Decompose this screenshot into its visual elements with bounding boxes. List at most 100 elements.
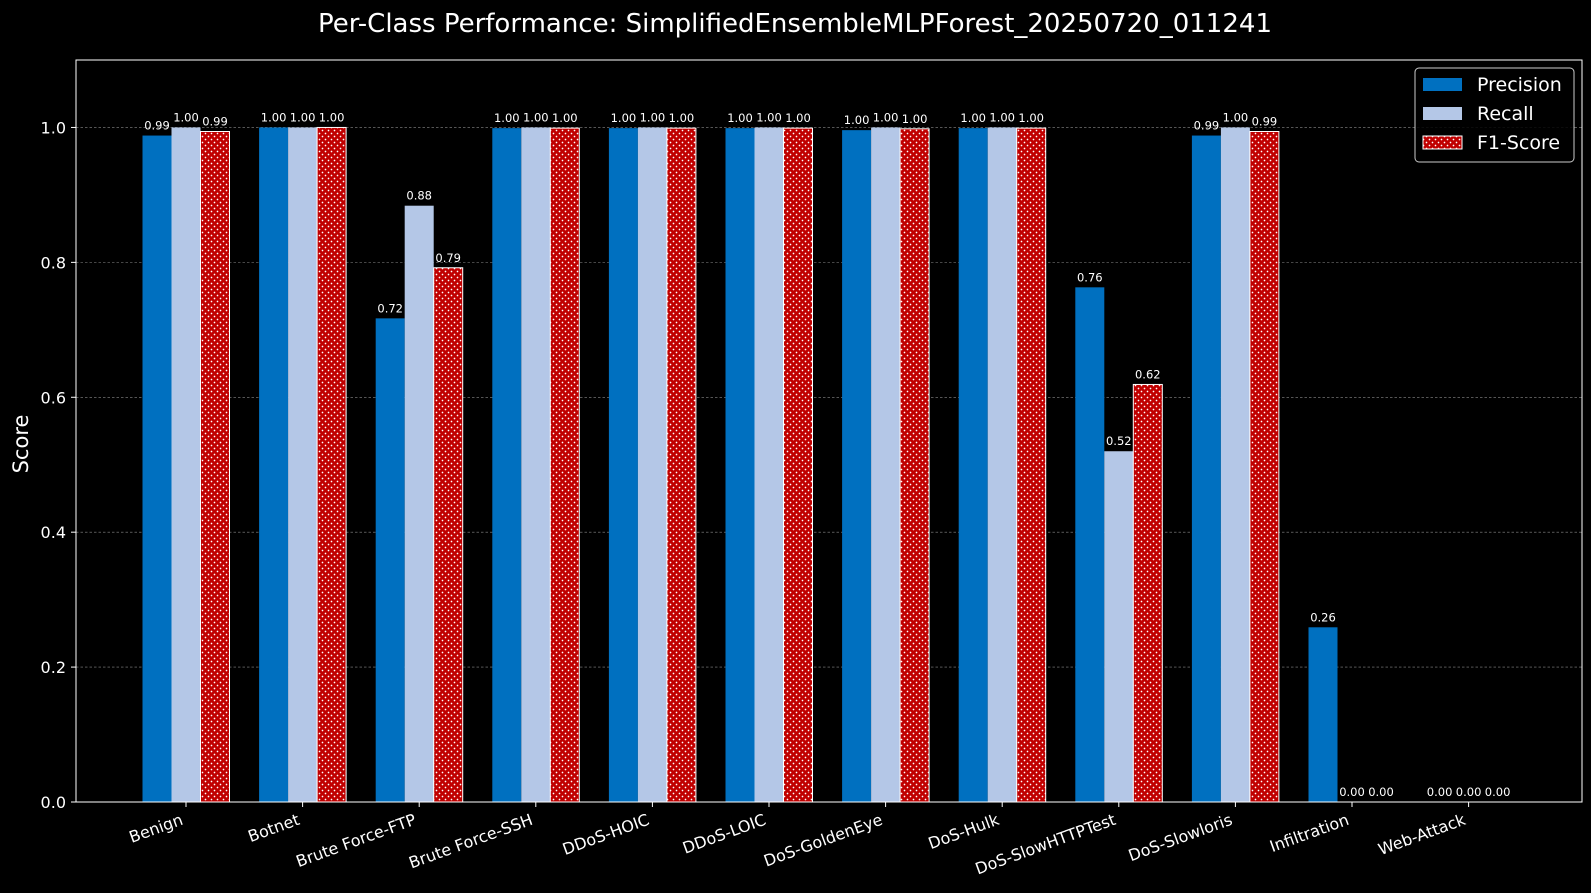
legend-swatch-recall <box>1423 107 1462 120</box>
value-label-f1-score-infiltration: 0.00 <box>1368 785 1394 799</box>
bar-recall-brute-force-ftp <box>404 205 434 803</box>
bar-precision-dos-goldeneye <box>842 130 872 803</box>
value-label-precision-botnet: 1.00 <box>261 110 287 124</box>
bar-precision-infiltration <box>1308 627 1338 802</box>
legend-swatch-precision <box>1423 78 1462 91</box>
value-label-precision-brute-force-ftp: 0.72 <box>377 301 403 315</box>
x-tick-label-benign: Benign <box>127 810 186 847</box>
value-label-precision-brute-force-ssh: 1.00 <box>494 111 520 125</box>
value-label-recall-dos-goldeneye: 1.00 <box>873 110 899 124</box>
value-label-f1-score-dos-goldeneye: 1.00 <box>902 112 928 126</box>
value-label-precision-dos-slowloris: 0.99 <box>1194 119 1220 133</box>
bar-recall-botnet <box>288 127 318 803</box>
x-tick-label-ddos-hoic: DDoS-HOIC <box>560 810 652 859</box>
bar-precision-brute-force-ssh <box>492 128 522 802</box>
bar-f1-score-dos-goldeneye <box>899 128 930 803</box>
y-axis-label: Score <box>9 415 33 474</box>
bar-f1-score-brute-force-ssh <box>549 127 580 803</box>
value-label-f1-score-dos-slowhttptest: 0.62 <box>1135 367 1161 381</box>
bar-recall-dos-goldeneye <box>871 127 901 803</box>
value-label-precision-dos-goldeneye: 1.00 <box>844 113 870 127</box>
legend: Precision Recall F1-Score <box>1414 67 1575 163</box>
x-tick-label-ddos-loic: DDoS-LOIC <box>680 810 768 858</box>
bar-recall-ddos-hoic <box>637 127 667 803</box>
bar-f1-score-botnet <box>316 126 347 803</box>
bar-recall-benign <box>171 127 201 803</box>
x-tick-label-infiltration: Infiltration <box>1267 810 1351 856</box>
bar-precision-brute-force-ftp <box>375 318 405 802</box>
value-label-precision-infiltration: 0.26 <box>1310 610 1336 624</box>
bar-recall-ddos-loic <box>754 127 784 803</box>
value-label-recall-brute-force-ftp: 0.88 <box>406 189 432 203</box>
value-label-f1-score-benign: 0.99 <box>202 115 228 129</box>
value-label-f1-score-ddos-hoic: 1.00 <box>669 111 695 125</box>
bar-precision-benign <box>142 135 172 803</box>
legend-label-recall: Recall <box>1477 103 1534 125</box>
bar-recall-dos-slowloris <box>1220 127 1250 803</box>
x-tick-label-dos-hulk: DoS-Hulk <box>926 810 1003 853</box>
value-label-f1-score-brute-force-ftp: 0.79 <box>435 251 461 265</box>
bar-f1-score-ddos-loic <box>783 127 813 803</box>
value-label-precision-web-attack: 0.00 <box>1427 785 1453 799</box>
bar-recall-brute-force-ssh <box>521 127 551 803</box>
x-tick-label-web-attack: Web-Attack <box>1376 810 1469 859</box>
bar-f1-score-benign <box>200 131 230 803</box>
value-label-recall-ddos-loic: 1.00 <box>756 110 782 124</box>
bar-f1-score-ddos-hoic <box>666 127 697 803</box>
value-label-recall-botnet: 1.00 <box>290 110 316 124</box>
y-tick-label: 0.8 <box>41 253 66 272</box>
value-label-recall-infiltration: 0.00 <box>1339 785 1365 799</box>
x-tick-label-brute-force-ftp: Brute Force-FTP <box>293 810 419 871</box>
bar-recall-dos-hulk <box>987 127 1017 803</box>
value-label-recall-web-attack: 0.00 <box>1456 785 1482 799</box>
bar-precision-dos-slowloris <box>1191 135 1221 803</box>
legend-label-f1-score: F1-Score <box>1477 132 1560 154</box>
chart-title: Per-Class Performance: SimplifiedEnsembl… <box>318 9 1272 39</box>
y-tick-label: 0.4 <box>41 523 66 542</box>
value-label-precision-ddos-hoic: 1.00 <box>611 111 637 125</box>
x-tick-label-botnet: Botnet <box>245 810 302 846</box>
bar-precision-botnet <box>259 127 289 803</box>
grid-lines <box>76 127 1582 668</box>
value-label-precision-dos-slowhttptest: 0.76 <box>1077 270 1103 284</box>
bar-value-labels: 0.991.00 0.99 1.00 1.00 1.000.720.880.791.00… <box>144 110 1510 799</box>
plot-frame <box>75 59 1583 803</box>
y-axis-ticks: 0.0 0.2 0.4 0.6 0.8 1.0 <box>41 118 76 812</box>
y-tick-label: 1.0 <box>41 118 66 137</box>
value-label-recall-dos-hulk: 1.00 <box>989 110 1015 124</box>
value-label-recall-brute-force-ssh: 1.00 <box>523 110 549 124</box>
bar-precision-dos-hulk <box>958 128 988 802</box>
value-label-f1-score-dos-hulk: 1.00 <box>1018 111 1044 125</box>
value-label-f1-score-dos-slowloris: 0.99 <box>1252 115 1278 129</box>
value-label-recall-benign: 1.00 <box>173 110 199 124</box>
value-label-recall-ddos-hoic: 1.00 <box>640 110 666 124</box>
value-label-recall-dos-slowloris: 1.00 <box>1223 110 1249 124</box>
value-label-precision-benign: 0.99 <box>144 119 170 133</box>
value-label-precision-dos-hulk: 1.00 <box>960 111 986 125</box>
x-tick-label-brute-force-ssh: Brute Force-SSH <box>406 810 535 872</box>
bar-f1-score-dos-slowhttptest <box>1132 383 1163 803</box>
y-tick-label: 0.2 <box>41 658 66 677</box>
x-tick-label-dos-goldeneye: DoS-GoldenEye <box>761 810 885 871</box>
bar-f1-score-brute-force-ftp <box>433 267 464 803</box>
y-tick-label: 0.0 <box>41 793 66 812</box>
legend-swatch-f1-score <box>1422 135 1463 150</box>
bars <box>142 126 1338 803</box>
value-label-f1-score-ddos-loic: 1.00 <box>785 111 811 125</box>
value-label-f1-score-brute-force-ssh: 1.00 <box>552 111 578 125</box>
bar-f1-score-dos-slowloris <box>1249 131 1280 803</box>
value-label-precision-ddos-loic: 1.00 <box>727 111 753 125</box>
legend-label-precision: Precision <box>1477 74 1562 96</box>
y-tick-label: 0.6 <box>41 388 66 407</box>
bar-f1-score-dos-hulk <box>1016 127 1047 803</box>
value-label-recall-dos-slowhttptest: 0.52 <box>1106 434 1132 448</box>
x-tick-label-dos-slowloris: DoS-Slowloris <box>1126 810 1235 865</box>
value-label-f1-score-web-attack: 0.00 <box>1485 785 1511 799</box>
value-label-f1-score-botnet: 1.00 <box>319 110 345 124</box>
bar-precision-dos-slowhttptest <box>1075 287 1105 803</box>
bar-precision-ddos-loic <box>725 128 755 802</box>
bar-recall-dos-slowhttptest <box>1104 451 1134 802</box>
